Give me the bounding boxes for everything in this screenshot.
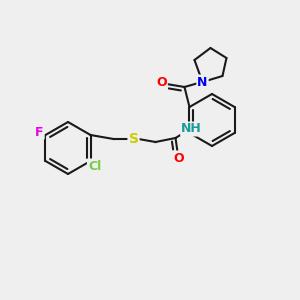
Text: F: F	[35, 125, 44, 139]
Text: N: N	[197, 76, 208, 88]
Text: O: O	[156, 76, 167, 89]
Text: NH: NH	[181, 122, 202, 136]
Text: S: S	[128, 132, 139, 146]
Text: O: O	[173, 152, 184, 164]
Text: Cl: Cl	[88, 160, 101, 172]
